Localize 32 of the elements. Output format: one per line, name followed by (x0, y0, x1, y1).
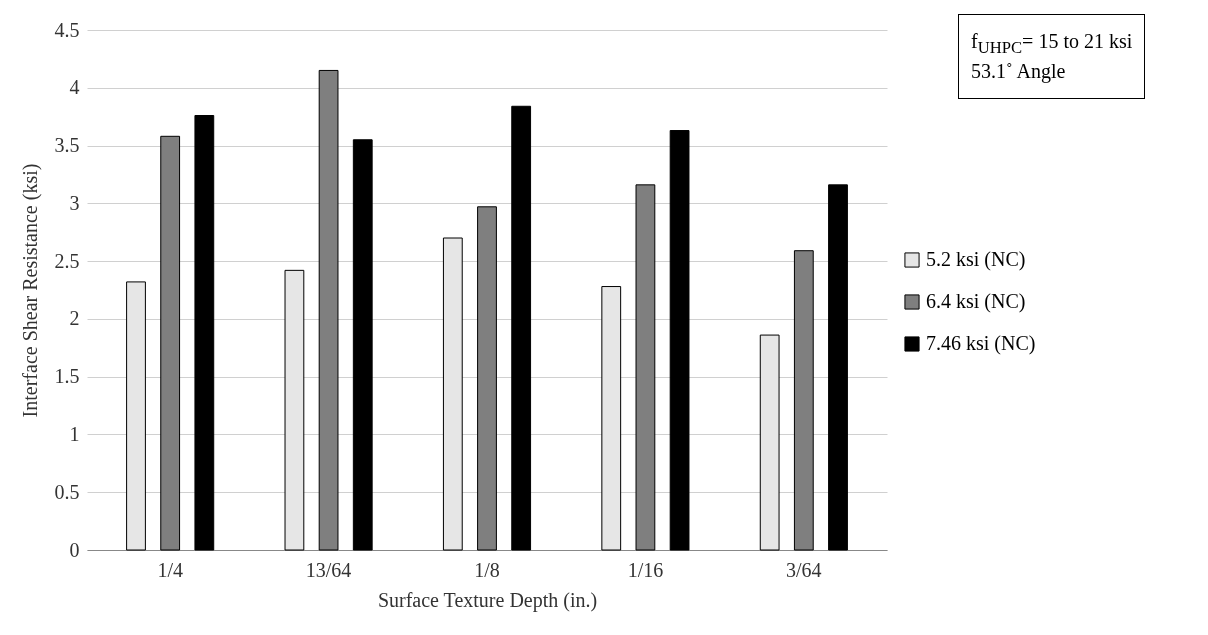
text: f$_{UHPC}$= 15 to 21 ksi (971, 29, 1133, 59)
bar (442, 237, 463, 551)
legend-label: 7.46 ksi (NC) (926, 332, 1036, 355)
y-tick-label: 0.5 (54, 480, 80, 503)
x-tick-label: 1/16 (627, 558, 664, 581)
y-tick-label: 2 (69, 307, 80, 330)
bar (759, 334, 780, 551)
bar (352, 139, 373, 551)
y-tick-label: 3 (69, 191, 80, 214)
bar (669, 130, 690, 551)
y-tick-label: 3.5 (54, 134, 80, 157)
y-tick-label: 2.5 (54, 249, 80, 272)
x-tick-label: 3/64 (786, 558, 822, 581)
bar (828, 184, 848, 551)
y-tick-label: 0 (69, 538, 80, 561)
bar (194, 115, 215, 551)
x-tick-label: 1/4 (157, 558, 183, 581)
y-tick-label: 1 (69, 422, 80, 445)
legend-label: 6.4 ksi (NC) (926, 290, 1026, 313)
bar (511, 105, 532, 551)
legend-label: 5.2 ksi (NC) (926, 248, 1026, 271)
bar (284, 269, 305, 551)
y-axis-title: Interface Shear Resistance (ksi) (18, 163, 42, 418)
y-tick-label: 4.5 (54, 18, 80, 41)
text: 53.1˚ Angle (971, 58, 1067, 84)
y-tick-label: 4 (69, 76, 80, 99)
bar (601, 286, 622, 551)
x-tick-label: 13/64 (305, 558, 352, 581)
x-axis-title: Surface Texture Depth (in.) (377, 588, 598, 612)
y-tick-label: 1.5 (54, 365, 80, 388)
x-tick-label: 1/8 (474, 558, 500, 581)
bar (126, 281, 146, 551)
